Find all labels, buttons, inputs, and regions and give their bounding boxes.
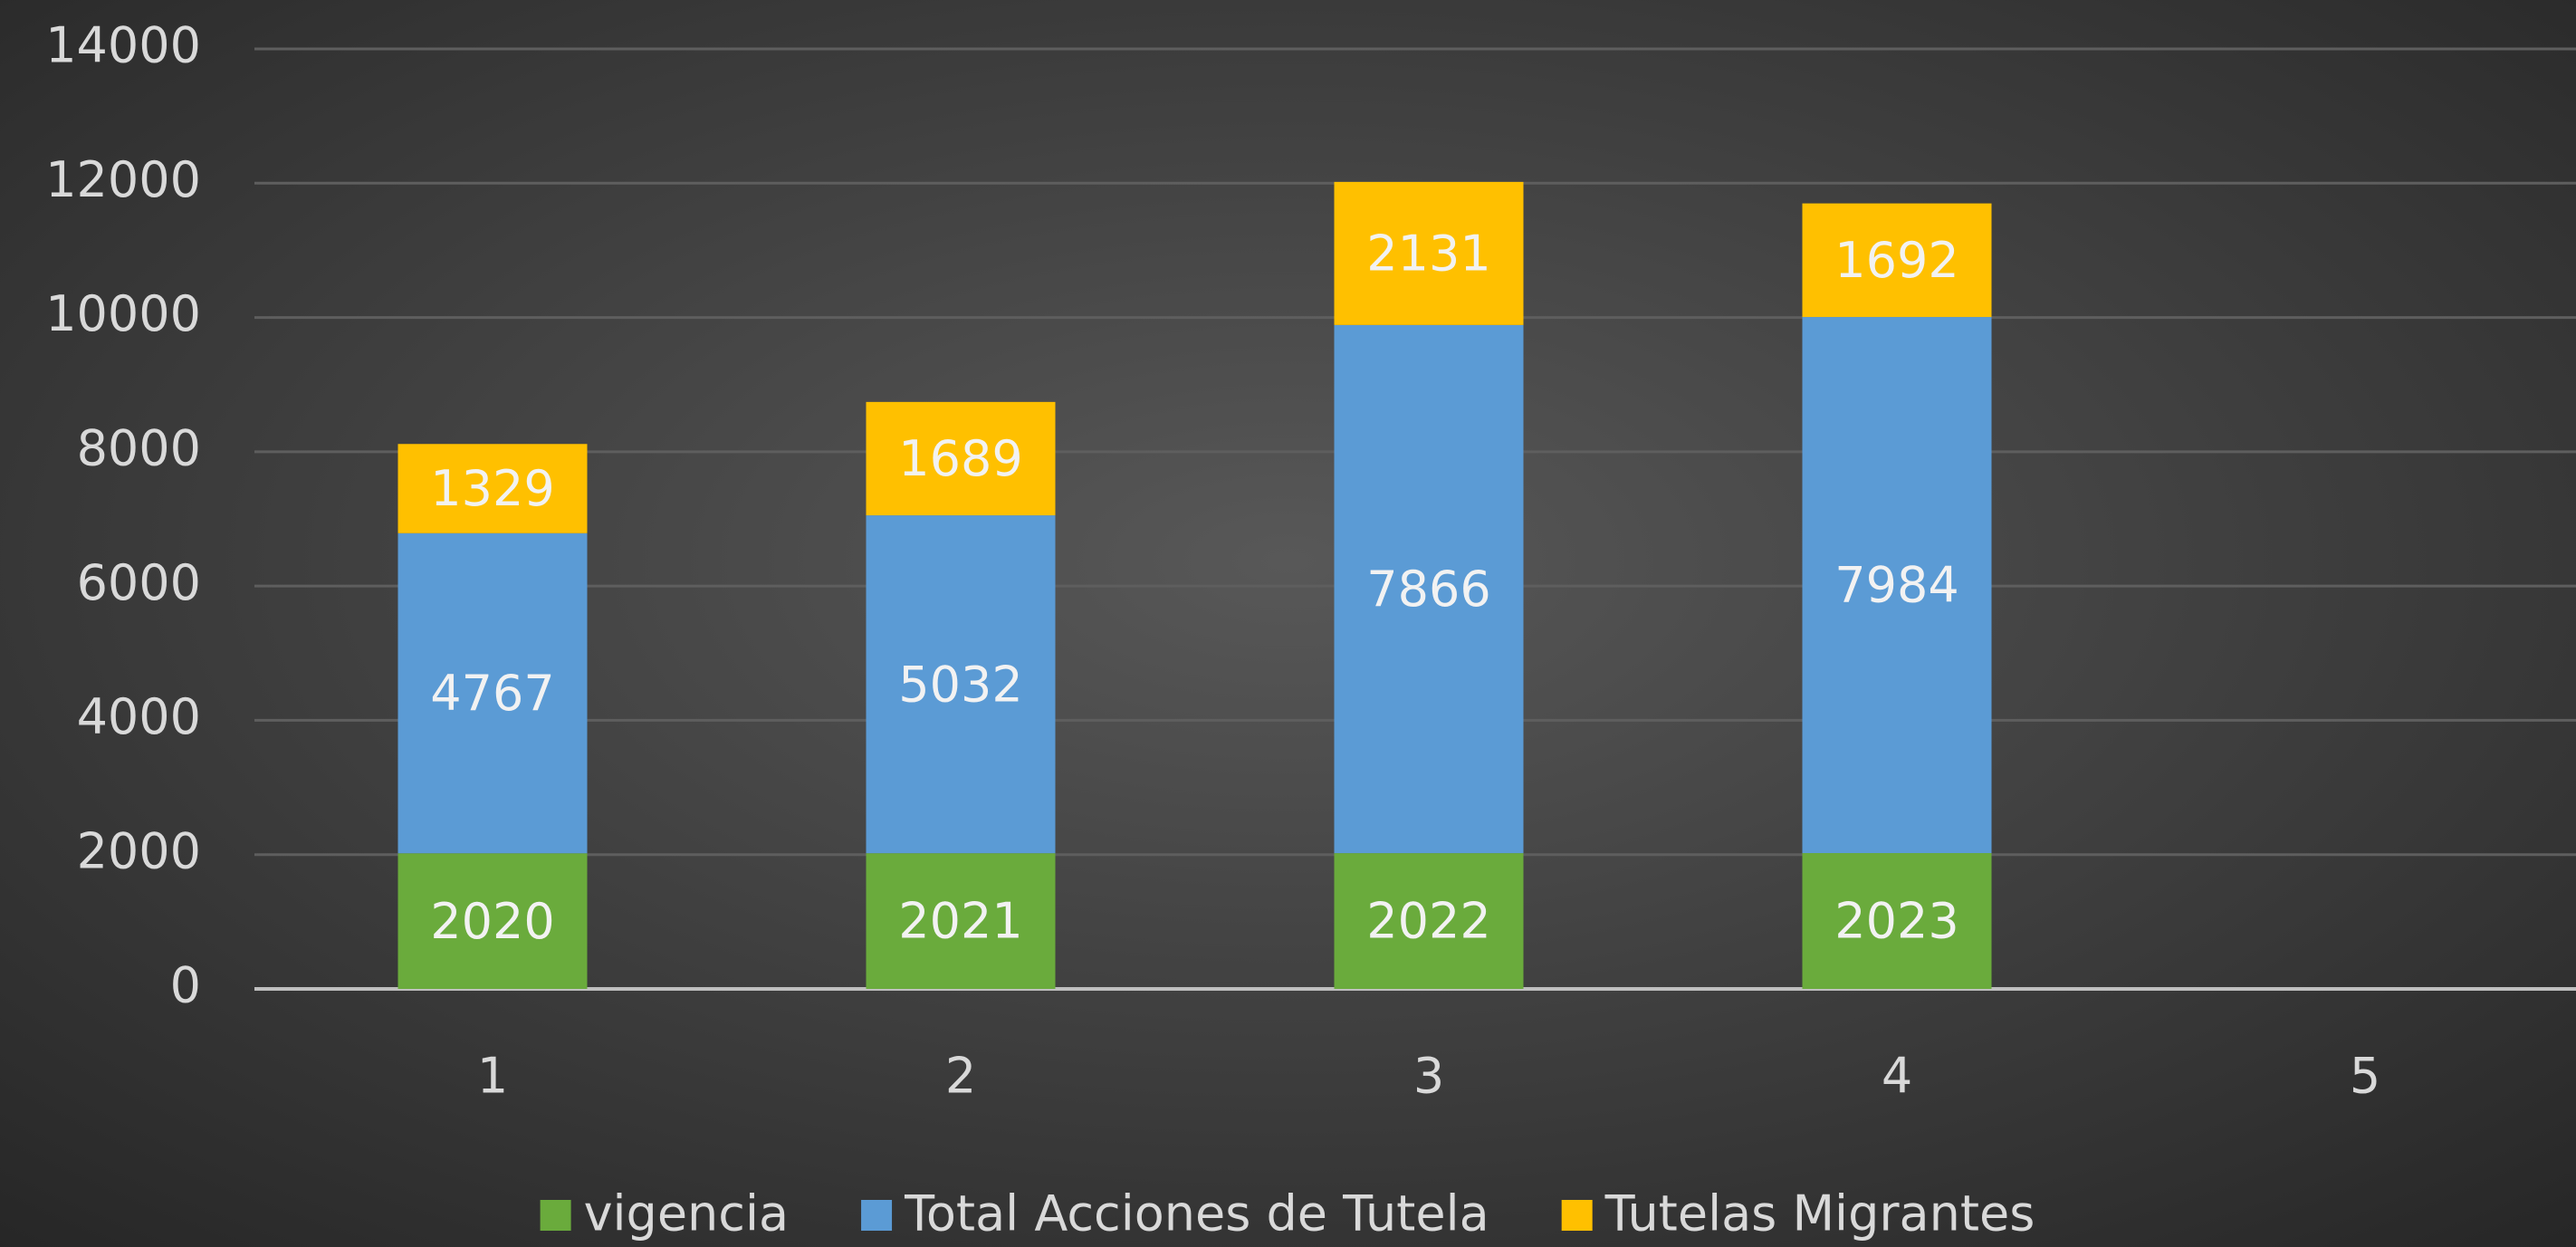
legend-label: vigencia bbox=[584, 1185, 789, 1242]
bar-segment bbox=[1802, 317, 1992, 854]
data-label: 5032 bbox=[898, 656, 1022, 713]
y-tick-label: 12000 bbox=[45, 151, 201, 208]
bars bbox=[397, 181, 1992, 989]
data-label: 1329 bbox=[430, 460, 554, 517]
legend-label: Tutelas Migrantes bbox=[1604, 1185, 2035, 1242]
data-label: 1689 bbox=[898, 430, 1022, 487]
data-label: 2022 bbox=[1366, 893, 1490, 950]
legend-swatch bbox=[861, 1200, 893, 1231]
bar-segment bbox=[1334, 853, 1524, 989]
x-tick-label: 1 bbox=[477, 1048, 508, 1105]
y-tick-label: 10000 bbox=[45, 285, 201, 342]
bar-segment bbox=[1802, 203, 1992, 318]
y-tick-label: 14000 bbox=[45, 17, 201, 74]
bar-segment bbox=[866, 515, 1056, 854]
data-label: 7866 bbox=[1366, 561, 1490, 618]
data-label: 2131 bbox=[1366, 225, 1490, 283]
data-label: 7984 bbox=[1834, 557, 1958, 614]
x-tick-label: 3 bbox=[1413, 1048, 1444, 1105]
data-label: 4767 bbox=[430, 665, 554, 722]
y-tick-label: 2000 bbox=[77, 822, 201, 879]
legend-label: Total Acciones de Tutela bbox=[904, 1185, 1489, 1242]
data-label: 2020 bbox=[430, 893, 554, 950]
y-tick-label: 8000 bbox=[77, 419, 201, 476]
data-label: 1692 bbox=[1834, 232, 1958, 289]
bar-segment bbox=[866, 401, 1056, 516]
legend-swatch bbox=[1561, 1200, 1593, 1231]
data-label: 2021 bbox=[898, 893, 1022, 950]
bar-segment bbox=[1802, 853, 1992, 989]
x-tick-label: 4 bbox=[1882, 1048, 1912, 1105]
legend: vigencia Total Acciones de Tutela Tutelas … bbox=[540, 1185, 2035, 1242]
bar-segment bbox=[397, 853, 588, 989]
labels: 0 2000 4000 6000 8000 10000 12000 14000 1 2020 476… bbox=[45, 17, 2380, 1105]
x-tick-label: 5 bbox=[2350, 1048, 2380, 1105]
y-tick-label: 4000 bbox=[77, 688, 201, 745]
data-label: 2023 bbox=[1834, 893, 1958, 950]
legend-swatch bbox=[540, 1200, 571, 1231]
bar-segment bbox=[1334, 324, 1524, 854]
bar-segment bbox=[397, 532, 588, 854]
bar-segment bbox=[866, 853, 1056, 989]
bar-segment bbox=[1334, 181, 1524, 325]
y-tick-label: 6000 bbox=[77, 554, 201, 611]
bar-segment bbox=[397, 444, 588, 533]
x-tick-label: 2 bbox=[945, 1048, 976, 1105]
y-tick-label: 0 bbox=[170, 957, 201, 1014]
